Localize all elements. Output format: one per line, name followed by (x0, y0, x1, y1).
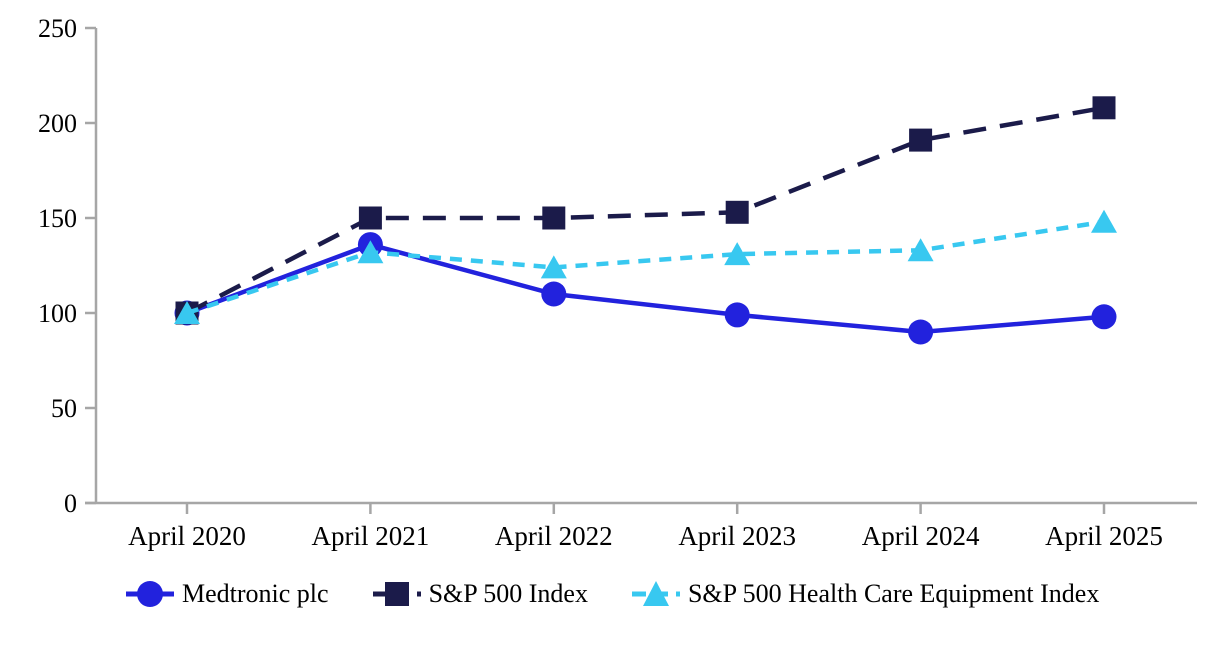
y-axis-tick-label: 100 (38, 299, 77, 328)
marker-medtronic-plc-2 (541, 281, 567, 307)
legend-item-medtronic-plc: Medtronic plc (126, 578, 329, 610)
marker-medtronic-plc-5 (1091, 304, 1117, 330)
y-axis-tick-label: 200 (38, 109, 77, 138)
marker-s-p-500-health-care-equipment-index-3 (724, 242, 751, 266)
x-axis-tick-label: April 2022 (495, 521, 613, 551)
legend-label: Medtronic plc (182, 579, 329, 608)
marker-s-p-500-health-care-equipment-index-2 (540, 255, 567, 279)
marker-s-p-500-index-3 (725, 200, 749, 224)
legend-label: S&P 500 Index (428, 579, 588, 608)
marker-medtronic-plc-4 (908, 319, 934, 345)
legend-triangle-marker-icon (631, 581, 680, 606)
legend-label: S&P 500 Health Care Equipment Index (687, 579, 1100, 608)
series-line-s-p-500-health-care-equipment-index (186, 219, 1105, 316)
y-axis-tick-label: 150 (38, 204, 77, 233)
legend-circle-marker-icon (126, 581, 174, 607)
marker-s-p-500-index-4 (909, 128, 933, 152)
series-line-medtronic-plc (186, 242, 1105, 335)
y-axis-tick-label: 50 (51, 394, 77, 423)
y-axis-tick-label: 250 (38, 14, 77, 43)
marker-s-p-500-health-care-equipment-index-4 (907, 238, 934, 262)
marker-s-p-500-index-5 (1092, 96, 1116, 120)
y-axis-tick-label: 0 (64, 489, 77, 518)
marker-medtronic-plc-3 (724, 302, 750, 328)
x-axis-tick-label: April 2021 (312, 521, 430, 551)
legend-item-s-p-500-health-care-equipment-index: S&P 500 Health Care Equipment Index (631, 578, 1100, 610)
marker-s-p-500-health-care-equipment-index-1 (357, 240, 384, 264)
legend-item-s-p-500-index: S&P 500 Index (372, 578, 588, 610)
x-axis-tick-label: April 2024 (862, 521, 980, 551)
x-axis-tick-label: April 2025 (1045, 521, 1163, 551)
marker-s-p-500-health-care-equipment-index-0 (174, 301, 200, 324)
marker-s-p-500-index-2 (542, 206, 566, 230)
chart-plot-area: 0 50 100 150 200 250 April 2020 April 2021 April… (38, 14, 1197, 551)
legend-square-marker-icon (372, 582, 421, 606)
marker-s-p-500-index-1 (358, 206, 382, 230)
x-axis-tick-label: April 2020 (128, 521, 246, 551)
series-line-s-p-500-index (185, 105, 1105, 315)
marker-s-p-500-health-care-equipment-index-5 (1091, 209, 1117, 233)
chart-legend: Medtronic plc S&P 500 Index S&P 500 Health… (126, 578, 1099, 610)
x-axis-tick-label: April 2023 (678, 521, 796, 551)
